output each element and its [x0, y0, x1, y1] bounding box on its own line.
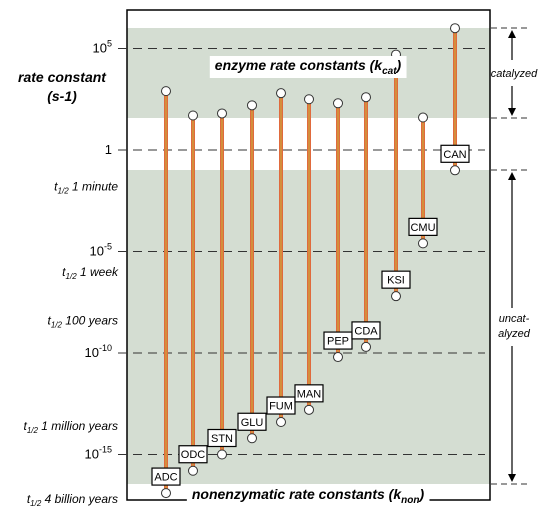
knon-point [161, 488, 171, 499]
y-axis-labels: 105 1 10-5 10-10 10-15 rate constant (s-1) t1/2… [18, 39, 119, 509]
band-labels: enzyme rate constants (kcat) nonenzymatic… [186, 56, 430, 507]
enzyme-series: ADC ODC STN GLU FUM MAN PEP CDA KSI CMU CAN [151, 23, 470, 499]
enzyme-label: CMU [410, 222, 435, 234]
knon-point [450, 165, 460, 176]
uncatalyzed-label-line1: uncat- [499, 313, 530, 325]
enzyme-label: ADC [154, 472, 177, 484]
enzyme-label-box [151, 467, 181, 486]
uncatalyzed-arrowhead-up [508, 172, 516, 180]
series-man: MAN [294, 94, 324, 415]
half-life-label: t1/2 1 week [62, 265, 119, 281]
enzyme-label-box [351, 321, 381, 340]
enzyme-label: ODC [181, 449, 206, 461]
y-tick-label: 10-10 [85, 343, 112, 360]
knon-point [304, 404, 314, 415]
series-glu: GLU [237, 100, 267, 444]
catalyzed-arrowhead-up [508, 30, 516, 38]
knon-band-label-bg [186, 485, 430, 507]
knon-point [333, 352, 343, 363]
series-adc: ADC [151, 86, 181, 499]
enzyme-label: PEP [327, 336, 349, 348]
enzyme-label-box [381, 270, 411, 289]
series-cmu: CMU [408, 112, 438, 249]
right-annotations: catalyzed uncat-alyzed [491, 27, 538, 485]
knon-point [217, 449, 227, 460]
kcat-point [450, 23, 460, 34]
enzyme-label-box [323, 331, 353, 350]
kcat-band-label: enzyme rate constants (kcat) [215, 57, 402, 77]
series-fum: FUM [266, 88, 296, 428]
half-life-label: t1/2 1 million years [24, 419, 119, 435]
enzyme-label: KSI [387, 275, 405, 287]
knon-point [188, 465, 198, 476]
enzyme-label: STN [211, 433, 233, 445]
enzyme-label-box [178, 445, 208, 464]
y-axis-title: rate constant [18, 69, 107, 85]
knon-point [247, 433, 257, 444]
series-stn: STN [207, 108, 237, 460]
enzyme-label-box [207, 428, 237, 448]
kcat-band-label-bg [209, 56, 407, 78]
kcat-point [304, 94, 314, 105]
series-pep: PEP [323, 98, 353, 363]
y-axis-unit: (s-1) [47, 88, 77, 104]
enzyme-label-box [294, 384, 324, 403]
kcat-point [247, 100, 257, 111]
series-odc: ODC [178, 110, 208, 476]
uncatalyzed-arrowhead-down [508, 474, 516, 482]
series-can: CAN [440, 23, 470, 176]
y-tick-label: 10-15 [85, 445, 112, 462]
knon-point [418, 238, 428, 249]
background-bands [127, 10, 490, 500]
kcat-point [333, 98, 343, 109]
kcat-point [418, 112, 428, 123]
y-tick-label: 1 [105, 142, 112, 157]
kcat-point [361, 92, 371, 103]
enzyme-label-box [440, 144, 470, 163]
uncatalyzed-label-line2: alyzed [498, 328, 531, 340]
kcat-point [188, 110, 198, 121]
enzyme-label: CDA [354, 325, 378, 337]
half-life-label: t1/2 100 years [47, 314, 118, 330]
knon-point [361, 341, 371, 352]
kcat-point [217, 108, 227, 119]
catalyzed-label: catalyzed [491, 68, 538, 80]
enzyme-label: MAN [297, 388, 322, 400]
knon-point [276, 417, 286, 428]
half-life-label: t1/2 4 billion years [27, 492, 118, 508]
enzyme-label-box [237, 412, 267, 431]
enzyme-label: CAN [443, 149, 466, 161]
knon-band-label: nonenzymatic rate constants (knon) [192, 486, 425, 506]
enzyme-label-box [408, 217, 438, 236]
kcat-point [276, 88, 286, 99]
half-life-label: t1/2 1 minute [54, 180, 118, 196]
enzyme-label-box [266, 396, 296, 415]
y-tick-label: 10-5 [90, 242, 112, 259]
catalyzed-arrowhead-down [508, 108, 516, 116]
knon-point [391, 291, 401, 302]
series-ksi: KSI [381, 49, 411, 302]
y-tick-label: 105 [93, 39, 112, 56]
series-cda: CDA [351, 92, 381, 352]
kcat-point [161, 86, 171, 97]
enzyme-label: GLU [241, 417, 264, 429]
enzyme-label: FUM [269, 401, 293, 413]
